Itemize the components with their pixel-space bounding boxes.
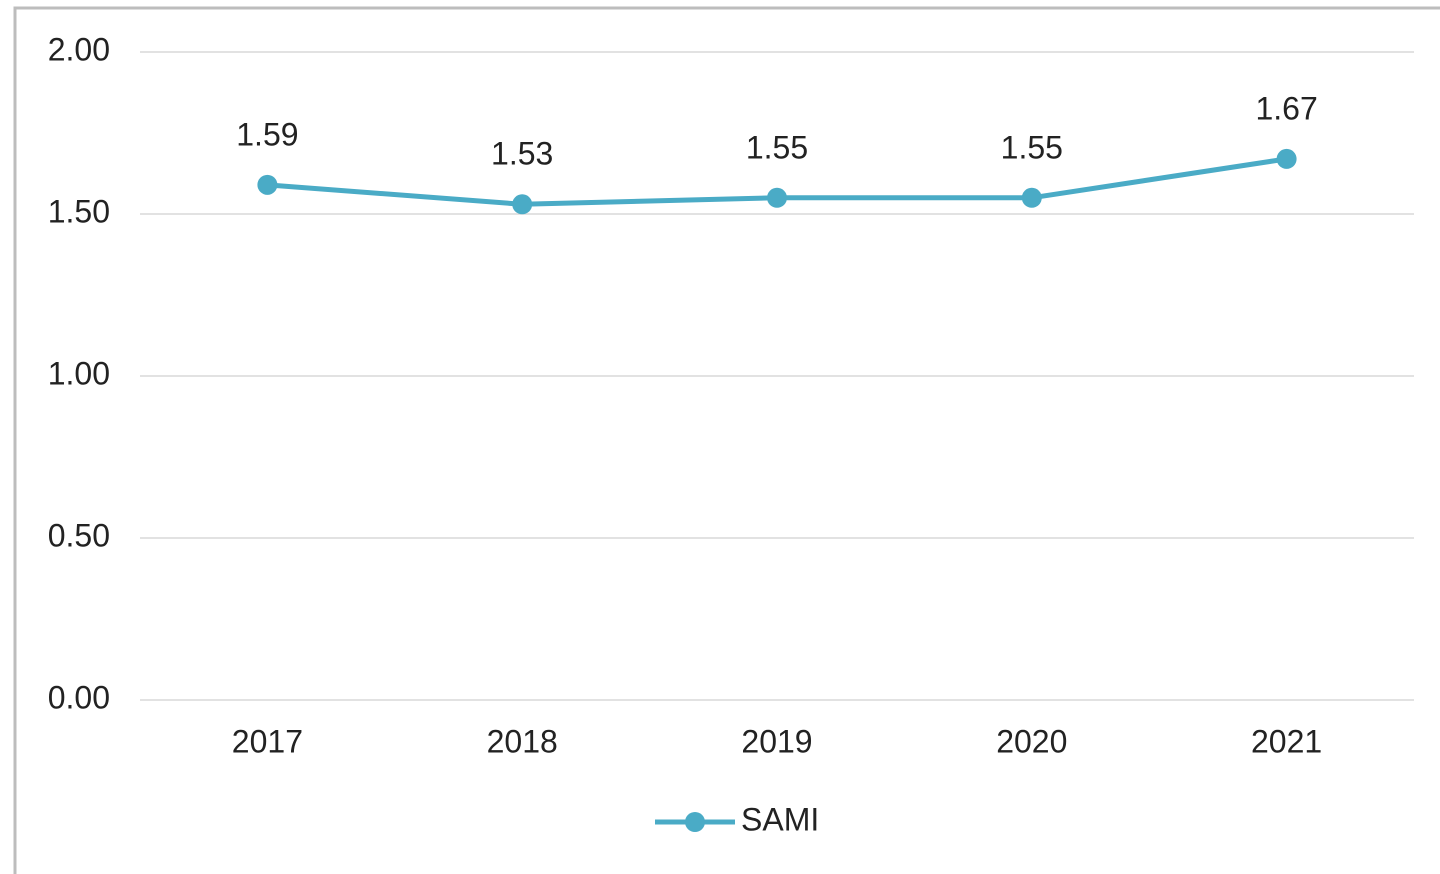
y-tick-label: 2.00 xyxy=(48,31,110,67)
data-point xyxy=(512,194,533,215)
data-point xyxy=(767,187,787,208)
x-tick-label: 2018 xyxy=(487,723,558,759)
x-tick-label: 2020 xyxy=(996,723,1067,759)
x-tick-label: 2019 xyxy=(741,723,812,759)
data-label: 1.55 xyxy=(1001,129,1063,165)
x-tick-label: 2017 xyxy=(232,723,303,759)
x-tick-label: 2021 xyxy=(1251,723,1322,759)
data-label: 1.59 xyxy=(236,116,298,152)
data-point xyxy=(1276,148,1297,169)
y-tick-label: 0.50 xyxy=(48,517,110,553)
data-point xyxy=(257,174,278,195)
data-label: 1.53 xyxy=(491,136,553,172)
y-tick-label: 1.00 xyxy=(48,355,110,391)
y-tick-label: 0.00 xyxy=(48,679,110,715)
data-point xyxy=(1021,187,1042,208)
legend-label: SAMI xyxy=(741,801,819,837)
data-label: 1.55 xyxy=(746,129,808,165)
data-label: 1.67 xyxy=(1255,90,1317,126)
legend-marker xyxy=(685,812,705,832)
chart-border xyxy=(13,6,1440,874)
y-tick-label: 1.50 xyxy=(48,193,110,229)
